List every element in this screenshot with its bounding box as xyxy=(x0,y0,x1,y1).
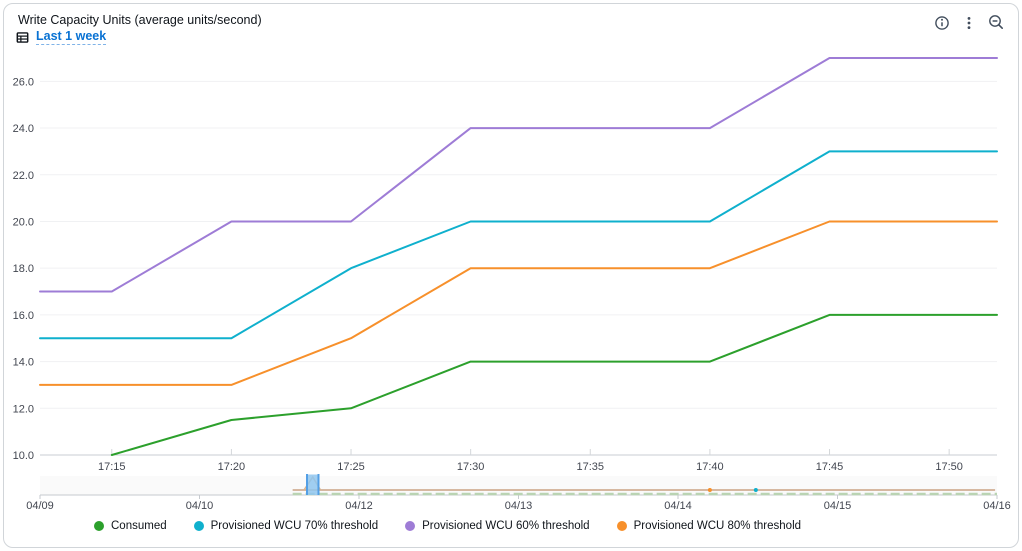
y-tick-label: 24.0 xyxy=(13,123,34,135)
capacity-chart[interactable]: 10.0 12.0 14.0 16.0 18.0 20.0 22.0 24.0 26.0 17:1… xyxy=(0,0,1022,514)
timeline-tick-label: 04/12 xyxy=(345,500,373,512)
y-tick-label: 26.0 xyxy=(13,76,34,88)
time-range-icon xyxy=(15,30,30,45)
y-tick-label: 18.0 xyxy=(13,263,34,275)
time-range-row: Last 1 week xyxy=(15,29,107,45)
y-tick-label: 20.0 xyxy=(13,216,34,228)
timeline-tick-label: 04/14 xyxy=(664,500,692,512)
legend-dot xyxy=(94,521,104,531)
legend-dot xyxy=(193,521,204,531)
widget-toolbar xyxy=(933,13,1006,32)
series-line-provisioned-wcu-80-threshold xyxy=(39,220,998,386)
timeline-strip xyxy=(40,476,997,495)
legend-label: Provisioned WCU 70% threshold xyxy=(210,520,379,532)
y-tick-label: 22.0 xyxy=(13,170,34,182)
y-tick-label: 16.0 xyxy=(13,310,34,322)
x-tick-label: 17:40 xyxy=(696,461,724,473)
kebab-menu-icon[interactable] xyxy=(960,14,978,32)
series-line-consumed xyxy=(110,313,998,456)
x-tick-label: 17:35 xyxy=(577,461,605,473)
legend-item[interactable]: Provisioned WCU 70% threshold xyxy=(193,520,379,532)
zoom-out-icon[interactable] xyxy=(987,13,1006,32)
timeline-event-dot xyxy=(753,488,758,492)
y-tick-label: 10.0 xyxy=(13,450,34,462)
x-tick-label: 17:45 xyxy=(816,461,844,473)
info-icon[interactable] xyxy=(933,14,951,32)
timeline-tick-label: 04/15 xyxy=(824,500,852,512)
timeline-brush[interactable] xyxy=(306,474,320,496)
legend-label: Consumed xyxy=(111,520,167,532)
legend-dot xyxy=(405,521,416,531)
legend-label: Provisioned WCU 80% threshold xyxy=(633,520,802,532)
chart-title: Write Capacity Units (average units/seco… xyxy=(18,13,262,27)
y-tick-label: 12.0 xyxy=(13,403,34,415)
y-tick-label: 14.0 xyxy=(13,357,34,369)
legend-item[interactable]: Provisioned WCU 60% threshold xyxy=(405,520,590,532)
series-line-provisioned-wcu-60-threshold xyxy=(39,57,998,293)
timeline-event-dot xyxy=(707,488,712,492)
widget-card: Write Capacity Units (average units/seco… xyxy=(3,3,1019,548)
chart-legend: Consumed Provisioned WCU 70% threshold Pro… xyxy=(94,520,801,532)
x-tick-label: 17:15 xyxy=(98,461,126,473)
x-tick-label: 17:50 xyxy=(935,461,963,473)
timeline-tick-label: 04/13 xyxy=(505,500,533,512)
series-line-provisioned-wcu-70-threshold xyxy=(39,150,998,340)
timeline-tick-label: 04/16 xyxy=(983,500,1011,512)
legend-item[interactable]: Consumed xyxy=(94,520,167,532)
widget-header: Write Capacity Units (average units/seco… xyxy=(18,12,1006,32)
time-range-link[interactable]: Last 1 week xyxy=(36,29,107,45)
x-tick-label: 17:20 xyxy=(218,461,246,473)
timeline-tick-label: 04/10 xyxy=(186,500,214,512)
timeline-tick-label: 04/09 xyxy=(26,500,54,512)
x-tick-label: 17:25 xyxy=(337,461,365,473)
x-tick-label: 17:30 xyxy=(457,461,485,473)
legend-item[interactable]: Provisioned WCU 80% threshold xyxy=(616,520,802,532)
legend-dot xyxy=(616,521,627,531)
brush-selection[interactable] xyxy=(307,474,319,496)
legend-label: Provisioned WCU 60% threshold xyxy=(422,520,590,532)
